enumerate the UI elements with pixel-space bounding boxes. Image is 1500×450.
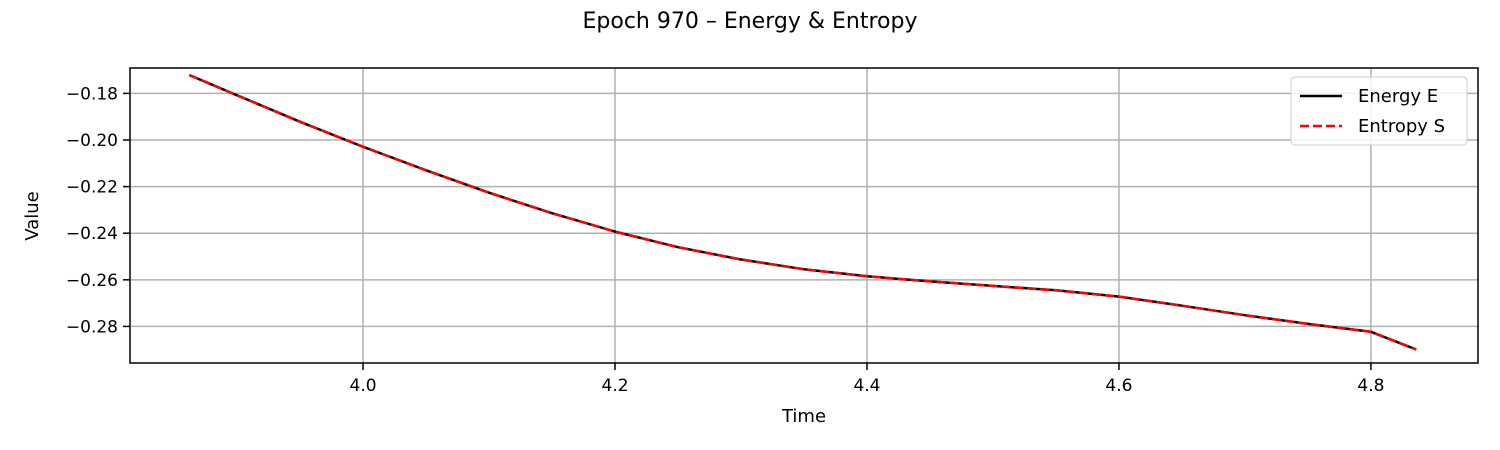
series-line-energy-e bbox=[188, 73, 1417, 351]
x-tick-label: 4.4 bbox=[853, 376, 880, 396]
y-tick-label: −0.28 bbox=[66, 317, 118, 337]
series-lines bbox=[188, 73, 1417, 351]
y-tick-label: −0.18 bbox=[66, 84, 118, 104]
y-tick-label: −0.26 bbox=[66, 271, 118, 291]
y-axis-label: Value bbox=[22, 191, 43, 240]
x-tick-label: 4.2 bbox=[602, 376, 629, 396]
x-axis-label: Time bbox=[781, 406, 826, 427]
chart-title: Epoch 970 – Energy & Entropy bbox=[583, 9, 918, 34]
grid-lines bbox=[130, 68, 1478, 363]
y-axis-ticks: −0.18 −0.20 −0.22 −0.24 −0.26 −0.28 bbox=[66, 84, 130, 337]
legend: Energy E Entropy S bbox=[1290, 76, 1468, 146]
legend-box bbox=[1290, 76, 1468, 146]
x-tick-label: 4.6 bbox=[1105, 376, 1132, 396]
x-tick-label: 4.8 bbox=[1357, 376, 1384, 396]
legend-label-entropy: Entropy S bbox=[1358, 116, 1445, 137]
series-line-entropy-s bbox=[188, 73, 1417, 351]
y-tick-label: −0.24 bbox=[66, 224, 118, 244]
y-tick-label: −0.20 bbox=[66, 131, 118, 151]
x-axis-ticks: 4.0 4.2 4.4 4.6 4.8 bbox=[350, 363, 1384, 396]
y-tick-label: −0.22 bbox=[66, 178, 118, 198]
plot-frame bbox=[129, 67, 1479, 364]
legend-label-energy: Energy E bbox=[1358, 86, 1438, 107]
x-tick-label: 4.0 bbox=[350, 376, 377, 396]
